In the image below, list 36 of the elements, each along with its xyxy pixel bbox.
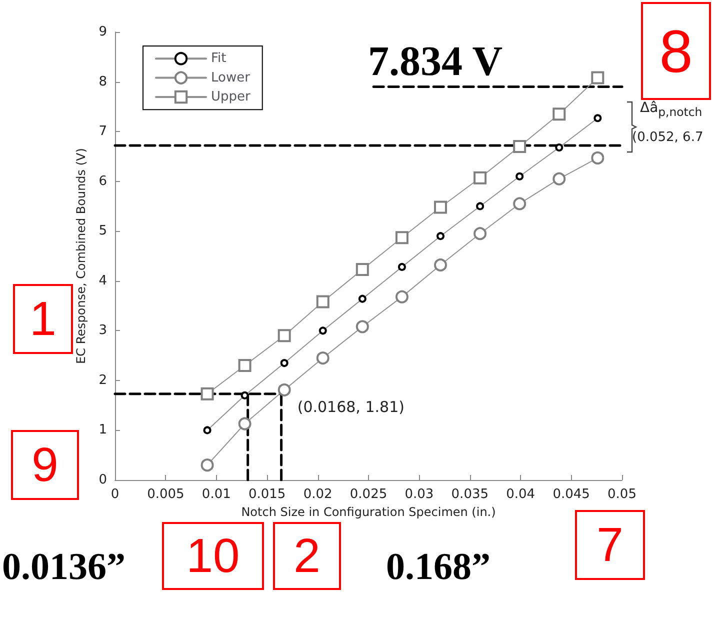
legend-label: Fit	[211, 51, 226, 66]
y-tick-label: 5	[98, 224, 107, 239]
x-tick-label: 0.01	[202, 487, 231, 502]
annotation: (0.0168, 1.81)	[297, 398, 404, 416]
x-tick-label: 0.025	[350, 487, 388, 502]
annotation: 7.834 V	[368, 38, 503, 86]
y-tick-label: 8	[98, 74, 107, 90]
legend-label: Upper	[211, 90, 252, 104]
text: 0.0136”	[2, 545, 126, 589]
text: 10	[162, 522, 264, 590]
x-tick-label: 0.015	[248, 487, 286, 502]
text: (0.052, 6.7	[632, 130, 704, 145]
y-tick-label: 4	[98, 273, 107, 288]
y-tick-label: 9	[98, 24, 107, 40]
y-tick-label: 7	[98, 124, 107, 140]
y-tick-label: 3	[98, 323, 107, 338]
text: Δâ$_{p,notch}$	[640, 100, 702, 119]
x-tick-label: 0.04	[506, 487, 536, 502]
text: 8	[641, 2, 711, 100]
legend-label: Lower	[211, 70, 251, 86]
x-tick-label: 0.03	[404, 487, 434, 502]
y-tick-label: 0	[98, 472, 107, 488]
x-tick-label: 0	[110, 487, 120, 502]
y-tick-label: 2	[98, 372, 107, 388]
x-tick-label: 0.005	[147, 487, 184, 502]
x-tick-label: 0.045	[552, 487, 590, 502]
text: 7	[575, 510, 645, 580]
text: 0.168”	[386, 545, 490, 589]
x-tick-label: 0.02	[303, 487, 332, 502]
y-tick-label: 6	[98, 174, 107, 189]
x-tick-label: 0.035	[451, 487, 489, 502]
y-axis-title: EC Response, Combined Bounds (V)	[74, 148, 88, 364]
x-tick-label: 0.05	[608, 487, 636, 502]
x-axis-title: Notch Size in Configuration Specimen (in.)	[241, 505, 496, 519]
y-tick-label: 1	[98, 422, 107, 438]
text: 2	[273, 522, 341, 590]
